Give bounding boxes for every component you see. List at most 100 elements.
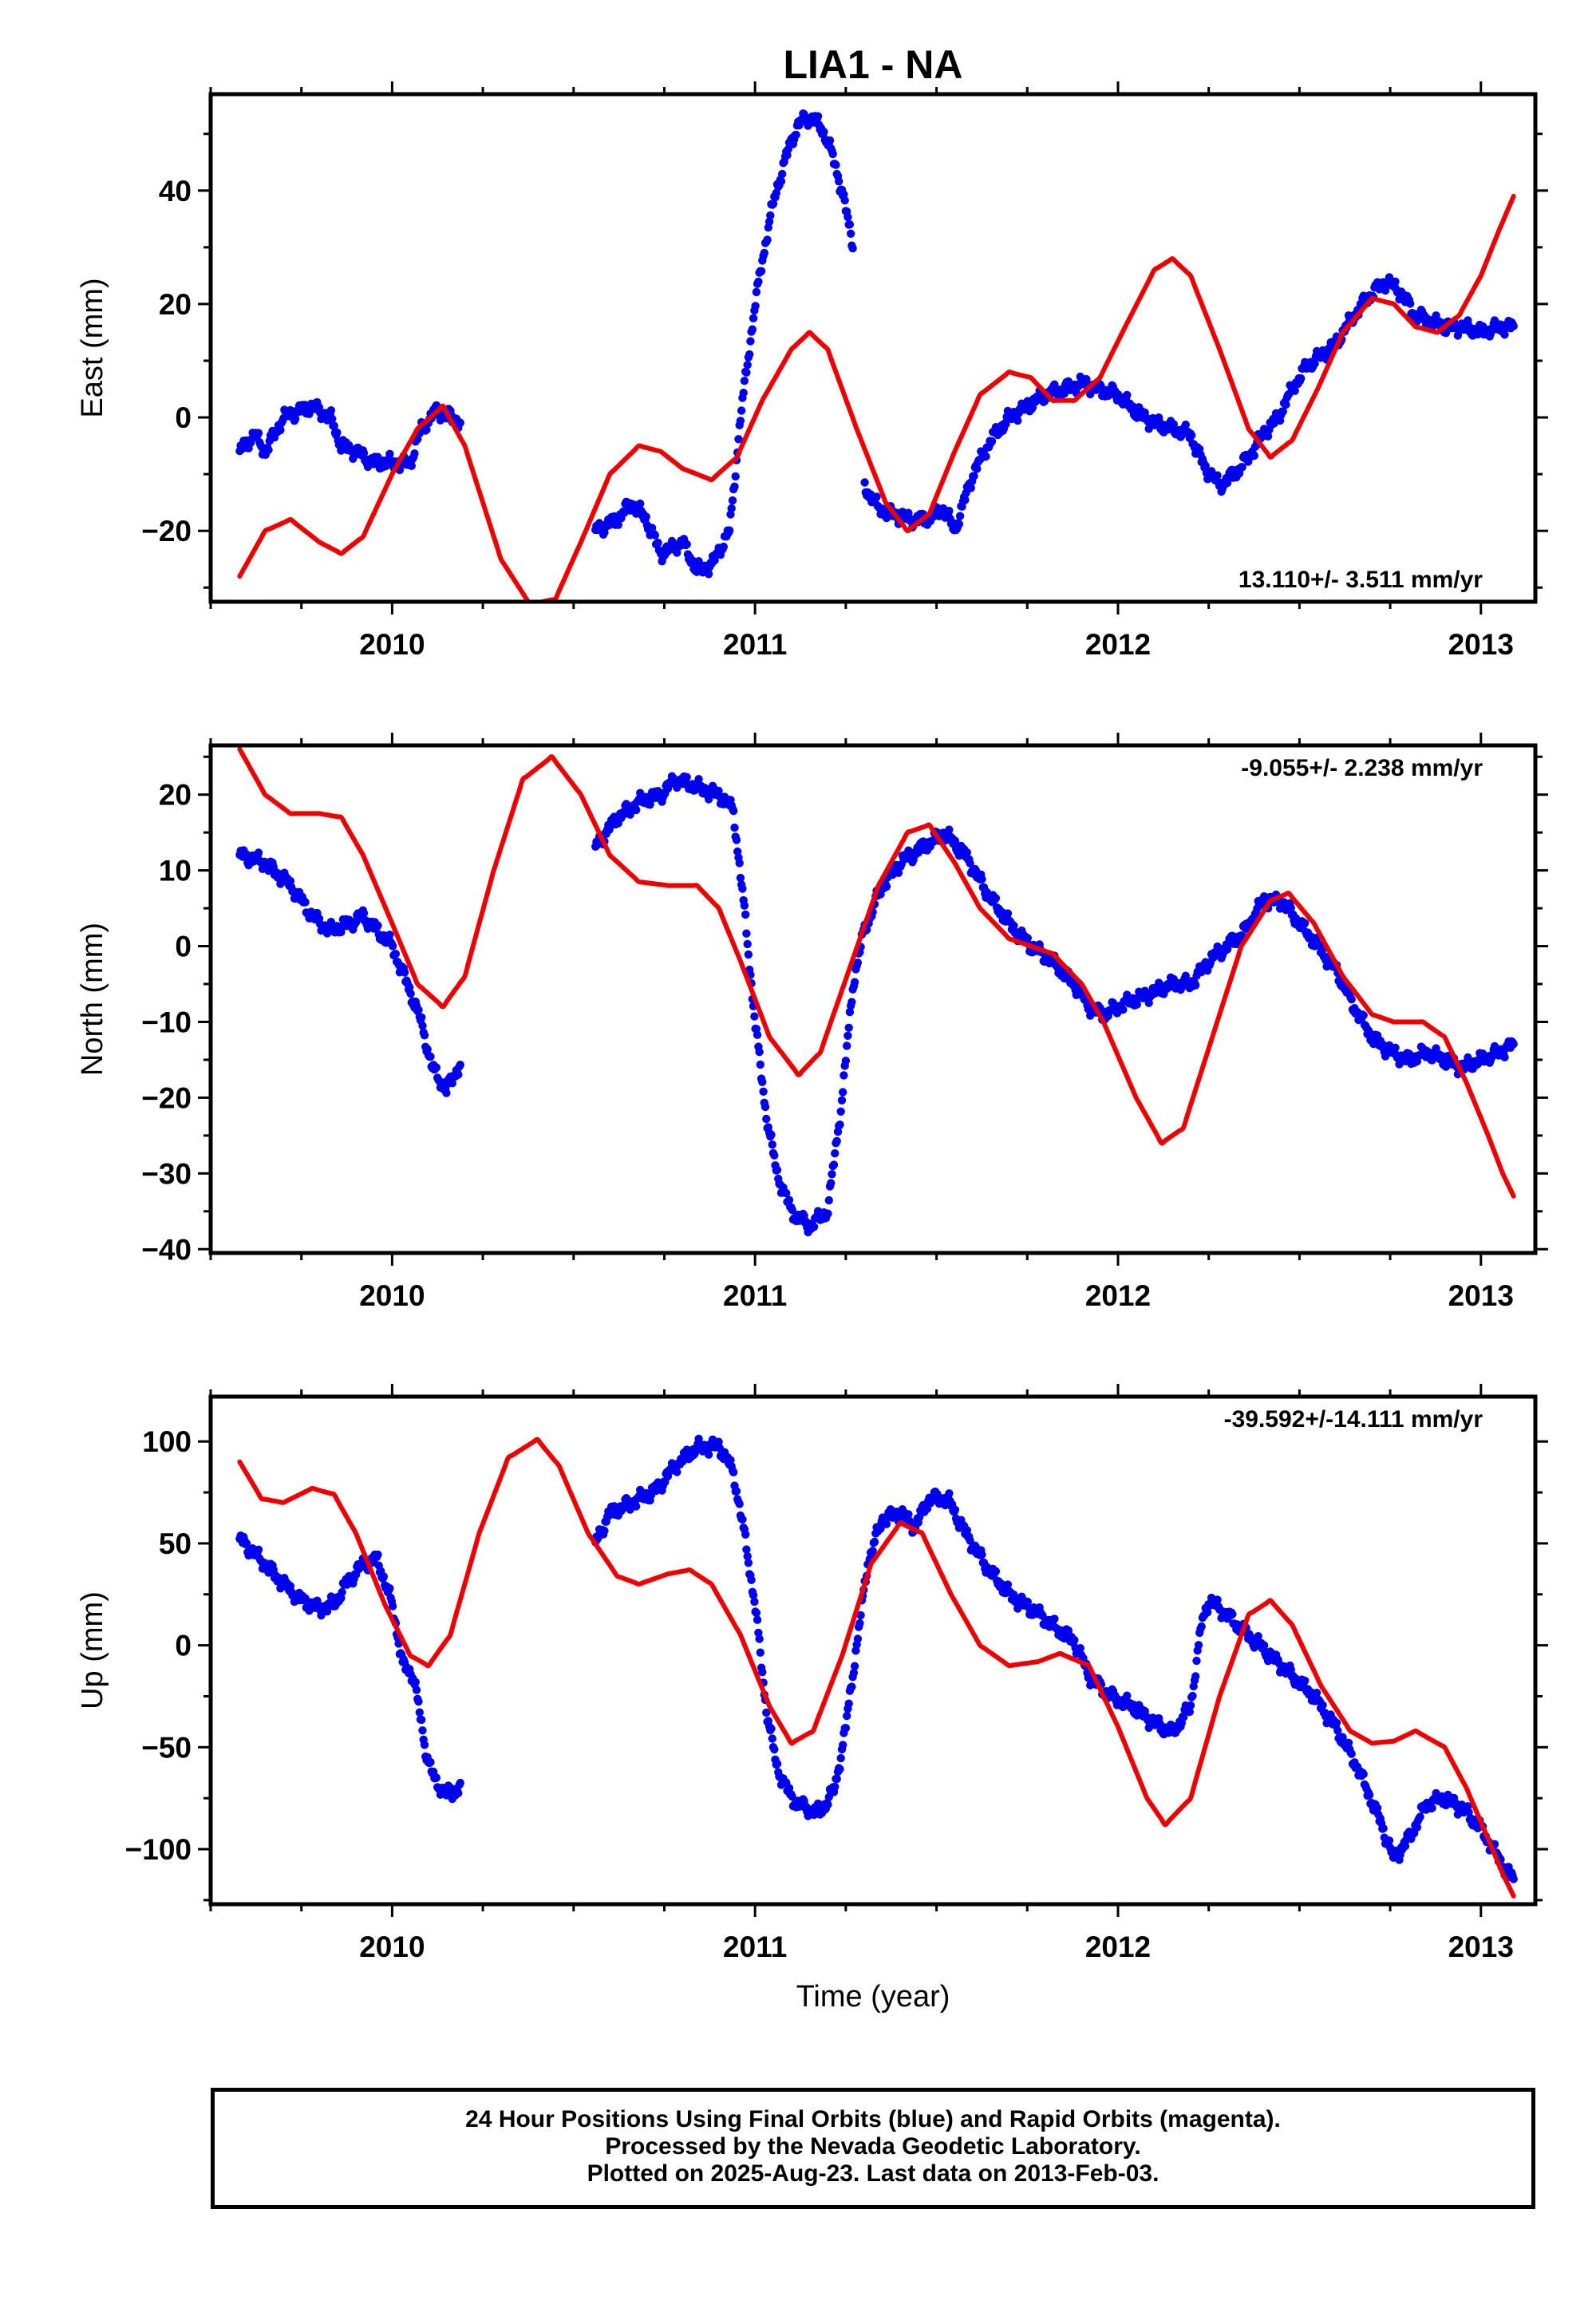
north-ticks <box>198 733 1548 1266</box>
up-position-point <box>1347 1749 1356 1758</box>
up-position-point <box>420 1741 429 1749</box>
up-y-tick-label: −50 <box>141 1731 192 1764</box>
north-position-point <box>853 958 863 967</box>
north-position-point <box>1023 934 1033 943</box>
north-position-point <box>788 1205 796 1215</box>
north-position-point <box>732 836 741 844</box>
north-plot-frame <box>208 743 1538 1255</box>
east-position-point <box>847 229 855 238</box>
up-plot-frame <box>208 1394 1538 1907</box>
north-position-point <box>882 882 891 891</box>
east-position-point <box>739 389 748 397</box>
north-position-point <box>420 1031 429 1040</box>
east-plot-frame <box>208 92 1538 604</box>
up-position-point <box>1259 1641 1269 1650</box>
up-position-point <box>904 1510 913 1519</box>
up-position-point <box>714 1437 723 1446</box>
up-position-point <box>1301 1676 1310 1686</box>
east-position-point <box>955 512 965 520</box>
north-position-point <box>730 823 739 832</box>
up-position-point <box>978 1550 986 1559</box>
east-position-point <box>1050 380 1059 389</box>
east-position-point <box>730 482 739 491</box>
east-y-axis-label: East (mm) <box>76 278 109 417</box>
up-position-point <box>426 1757 435 1767</box>
up-position-point <box>772 1759 782 1769</box>
east-position-point <box>843 212 852 222</box>
east-position-point <box>845 220 855 229</box>
up-position-point <box>704 1450 713 1459</box>
north-position-point <box>844 1023 853 1033</box>
east-position-point <box>254 429 263 437</box>
north-position-point <box>1509 1040 1518 1049</box>
north-position-point <box>456 1061 464 1069</box>
east-position-point <box>763 235 772 244</box>
east-position-point <box>772 188 780 197</box>
east-y-tick-label: −20 <box>141 515 192 547</box>
up-position-point <box>1188 1691 1197 1701</box>
east-model-fit-line <box>237 193 1516 602</box>
up-x-tick-label: 2012 <box>1085 1931 1151 1963</box>
north-position-point <box>388 942 397 951</box>
up-position-point <box>1428 1804 1436 1812</box>
north-position-point <box>832 1136 841 1146</box>
east-rate-label: 13.110+/- 3.511 mm/yr <box>1238 567 1483 593</box>
up-position-point <box>738 1515 747 1524</box>
north-position-point <box>682 773 691 781</box>
north-position-point <box>742 929 751 938</box>
north-position-point <box>301 898 310 907</box>
up-position-point <box>1416 1812 1424 1821</box>
north-position-point <box>417 1013 426 1022</box>
north-position-point <box>759 1087 768 1097</box>
east-position-point <box>1391 277 1400 286</box>
east-position-point <box>754 277 763 287</box>
up-position-point <box>850 1662 859 1670</box>
north-position-point <box>1391 1043 1400 1053</box>
north-position-point <box>894 868 903 878</box>
up-position-point <box>853 1634 863 1643</box>
east-position-point <box>961 496 970 504</box>
up-position-point <box>242 1539 251 1548</box>
north-position-point <box>758 1077 767 1087</box>
east-position-point <box>752 287 761 297</box>
east-position-point <box>792 130 800 140</box>
north-position-point <box>391 950 401 958</box>
up-position-point <box>385 1584 394 1593</box>
up-x-tick-label: 2013 <box>1448 1931 1514 1963</box>
north-position-point <box>837 1096 847 1105</box>
up-position-point <box>843 1711 851 1721</box>
north-position-point <box>772 1165 782 1175</box>
east-position-point <box>745 350 754 359</box>
up-position-point <box>1385 1836 1394 1845</box>
east-position-point <box>743 361 752 370</box>
east-position-point <box>1509 322 1518 330</box>
north-position-point <box>405 982 414 992</box>
up-position-point <box>753 1615 762 1624</box>
up-position-point <box>847 1682 856 1691</box>
east-position-point <box>760 248 768 258</box>
east-position-point <box>945 507 954 516</box>
east-y-tick-label: 40 <box>159 175 192 207</box>
up-position-point <box>882 1520 891 1528</box>
east-position-point <box>1013 416 1022 425</box>
east-position-point <box>746 337 755 346</box>
up-position-point <box>784 1784 794 1792</box>
up-ticks <box>198 1384 1548 1917</box>
east-position-point <box>1297 373 1306 383</box>
up-position-point <box>632 1502 641 1511</box>
north-position-point <box>740 901 749 910</box>
east-position-point <box>330 421 338 430</box>
north-rate-label: -9.055+/- 2.238 mm/yr <box>1241 755 1483 781</box>
east-position-point <box>973 464 982 473</box>
north-y-tick-label: −20 <box>141 1081 192 1114</box>
north-position-point <box>767 1130 776 1140</box>
up-position-point <box>754 1628 763 1638</box>
up-position-point <box>1179 1713 1188 1721</box>
up-position-point <box>1076 1644 1085 1653</box>
x-axis-label: Time (year) <box>796 1980 950 2014</box>
up-position-point <box>418 1726 427 1735</box>
north-y-axis-label: North (mm) <box>76 923 109 1076</box>
east-position-point <box>749 314 758 322</box>
east-position-point <box>456 418 464 427</box>
